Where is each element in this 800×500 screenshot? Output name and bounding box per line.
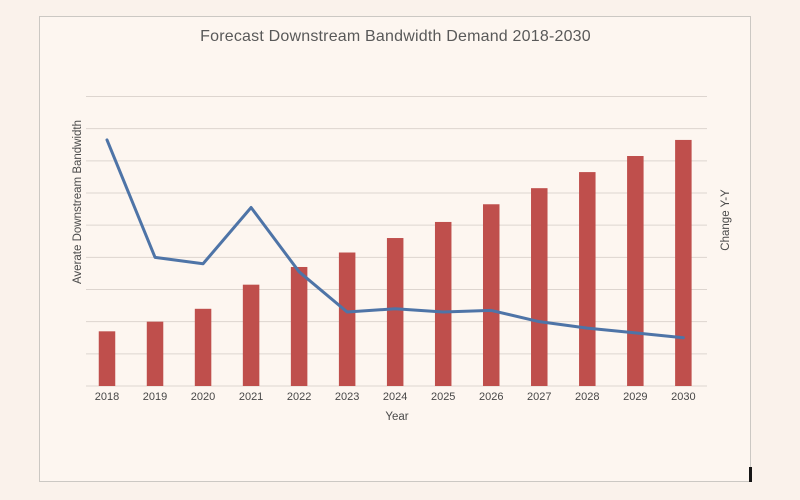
x-tick-label-2023: 2023 <box>334 391 360 403</box>
x-tick-label-2019: 2019 <box>142 391 168 403</box>
bar-2023 <box>338 252 356 386</box>
bar-series <box>98 139 692 386</box>
bar-2024 <box>386 238 404 386</box>
x-tick-label-2020: 2020 <box>190 391 216 403</box>
bar-2030 <box>675 139 692 386</box>
x-tick-label-2021: 2021 <box>238 391 264 403</box>
bar-2028 <box>579 172 596 386</box>
x-tick-label-2026: 2026 <box>478 391 504 403</box>
bar-2019 <box>146 321 164 386</box>
x-tick-label-2028: 2028 <box>575 391 600 403</box>
x-tick-label-2022: 2022 <box>286 391 312 403</box>
x-tick-label-2025: 2025 <box>430 391 456 403</box>
bar-2029 <box>627 156 644 386</box>
bar-2025 <box>434 221 452 386</box>
x-tick-label-2024: 2024 <box>382 391 408 403</box>
line-path <box>105 138 685 340</box>
x-tick-label-2030: 2030 <box>671 391 696 403</box>
x-axis-title: Year <box>385 411 409 423</box>
y-axis-title: Averate Downstream Bandwidth <box>72 119 84 285</box>
text-caret-mark <box>749 467 752 482</box>
line-series <box>105 138 685 340</box>
bar-2026 <box>482 204 500 386</box>
bar-2020 <box>194 308 212 386</box>
bar-2022 <box>290 266 308 386</box>
chart-title: Forecast Downstream Bandwidth Demand 201… <box>200 28 591 45</box>
x-tick-label-2027: 2027 <box>527 391 552 403</box>
bar-2018 <box>98 331 116 386</box>
bar-2021 <box>242 284 260 386</box>
bar-2027 <box>531 188 548 386</box>
x-tick-label-2018: 2018 <box>94 391 120 403</box>
x-tick-label-2029: 2029 <box>623 391 648 403</box>
secondary-y-axis-title: Change Y-Y <box>720 189 732 251</box>
